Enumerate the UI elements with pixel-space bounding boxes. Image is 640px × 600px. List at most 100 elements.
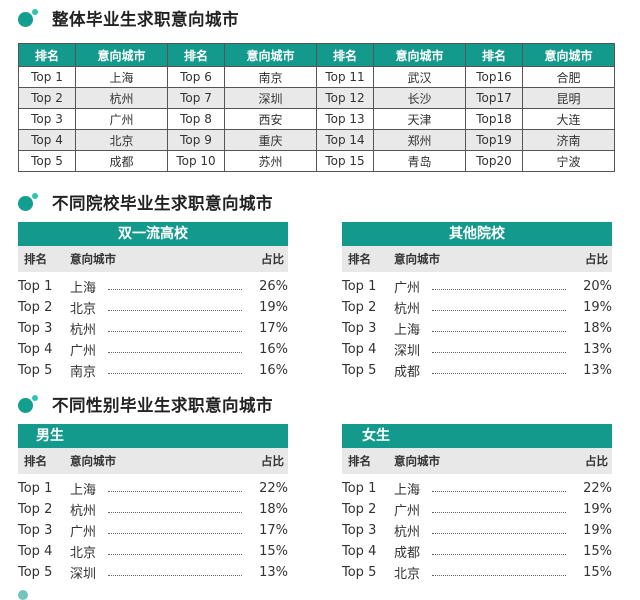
panel-title: 其他院校 [342, 222, 612, 246]
dotted-leader [432, 330, 566, 332]
table-cell: Top 11 [316, 66, 374, 88]
list-item: Top 3 杭州 19% [342, 520, 612, 541]
col-city: 意向城市 [70, 252, 116, 266]
table-row: Top 2 杭州 Top 7 深圳 Top 12 长沙 Top17 昆明 [18, 87, 615, 109]
rank: Top 3 [18, 321, 53, 336]
share: 18% [583, 321, 612, 336]
share: 19% [259, 300, 288, 315]
panel-title: 女生 [342, 424, 612, 448]
share: 15% [583, 565, 612, 580]
table-cell: Top16 [465, 66, 523, 88]
rank: Top 5 [18, 565, 53, 580]
city: 成都 [394, 365, 421, 380]
col-share: 占比 [261, 454, 284, 468]
table-row: Top 1 上海 Top 6 南京 Top 11 武汉 Top16 合肥 [18, 66, 615, 88]
city: 北京 [70, 546, 97, 561]
city: 上海 [70, 281, 97, 296]
table-cell: 大连 [522, 108, 615, 130]
table-cell: Top 2 [18, 87, 76, 109]
col-share: 占比 [261, 252, 284, 266]
table-row: Top 5 成都 Top 10 苏州 Top 15 青岛 Top20 宁波 [18, 150, 615, 172]
section-heading-school: 不同院校毕业生求职意向城市 [16, 190, 273, 214]
city: 上海 [394, 323, 421, 338]
table-cell: 重庆 [224, 129, 317, 151]
list-item: Top 2 杭州 18% [18, 499, 288, 520]
list-item: Top 2 北京 19% [18, 297, 288, 318]
rank: Top 1 [18, 481, 53, 496]
list-item: Top 1 上海 26% [18, 276, 288, 297]
panel-column-header: 排名 意向城市 占比 [342, 246, 612, 272]
section-title: 不同院校毕业生求职意向城市 [52, 194, 273, 213]
rank: Top 2 [342, 300, 377, 315]
list-item: Top 3 广州 17% [18, 520, 288, 541]
bullet-dot-icon [18, 590, 28, 600]
dotted-leader [108, 372, 242, 374]
header-rank: 排名 [18, 43, 76, 67]
city: 广州 [70, 525, 97, 540]
table-cell: 南京 [224, 66, 317, 88]
list-item: Top 4 成都 15% [342, 541, 612, 562]
col-rank: 排名 [24, 454, 47, 468]
rank: Top 4 [342, 544, 377, 559]
dotted-leader [108, 330, 242, 332]
rank: Top 4 [342, 342, 377, 357]
panel-male: 男生 排名 意向城市 占比 Top 1 上海 22% Top 2 杭州 18% Top … [18, 424, 288, 583]
share: 26% [259, 279, 288, 294]
list-item: Top 3 杭州 17% [18, 318, 288, 339]
table-cell: Top 8 [167, 108, 225, 130]
dotted-leader [108, 309, 242, 311]
panel-other-schools: 其他院校 排名 意向城市 占比 Top 1 广州 20% Top 2 杭州 19% To… [342, 222, 612, 381]
city: 北京 [70, 302, 97, 317]
rank: Top 5 [342, 363, 377, 378]
rank: Top 4 [18, 342, 53, 357]
section-heading-gender: 不同性别毕业生求职意向城市 [16, 392, 273, 416]
share: 18% [259, 502, 288, 517]
city: 广州 [70, 344, 97, 359]
city: 杭州 [394, 302, 421, 317]
city: 杭州 [70, 504, 97, 519]
table-cell: 北京 [75, 129, 168, 151]
dotted-leader [432, 490, 566, 492]
table-cell: 昆明 [522, 87, 615, 109]
table-cell: Top 6 [167, 66, 225, 88]
share: 15% [259, 544, 288, 559]
table-cell: Top18 [465, 108, 523, 130]
city: 深圳 [70, 567, 97, 582]
table-row: Top 4 北京 Top 9 重庆 Top 14 郑州 Top19 济南 [18, 129, 615, 151]
panel-double-first-class: 双一流高校 排名 意向城市 占比 Top 1 上海 26% Top 2 北京 19% T… [18, 222, 288, 381]
dotted-leader [432, 553, 566, 555]
rank: Top 2 [18, 502, 53, 517]
col-city: 意向城市 [394, 252, 440, 266]
table-cell: 宁波 [522, 150, 615, 172]
table-cell: Top 9 [167, 129, 225, 151]
city: 成都 [394, 546, 421, 561]
list-item: Top 5 北京 15% [342, 562, 612, 583]
dotted-leader [108, 532, 242, 534]
city: 北京 [394, 567, 421, 582]
rank: Top 2 [342, 502, 377, 517]
section-title: 整体毕业生求职意向城市 [52, 10, 239, 29]
share: 15% [583, 544, 612, 559]
share: 13% [583, 342, 612, 357]
col-rank: 排名 [348, 454, 371, 468]
city: 上海 [394, 483, 421, 498]
table-cell: 青岛 [373, 150, 466, 172]
panel-column-header: 排名 意向城市 占比 [18, 246, 288, 272]
table-cell: Top 4 [18, 129, 76, 151]
col-rank: 排名 [24, 252, 47, 266]
dotted-leader [432, 288, 566, 290]
list-item: Top 1 广州 20% [342, 276, 612, 297]
list-item: Top 5 南京 16% [18, 360, 288, 381]
share: 13% [583, 363, 612, 378]
share: 20% [583, 279, 612, 294]
header-rank: 排名 [465, 43, 523, 67]
share: 22% [259, 481, 288, 496]
share: 22% [583, 481, 612, 496]
panel-title: 双一流高校 [18, 222, 288, 246]
table-cell: Top19 [465, 129, 523, 151]
dotted-leader [108, 511, 242, 513]
header-city: 意向城市 [522, 43, 615, 67]
col-rank: 排名 [348, 252, 371, 266]
table-cell: 西安 [224, 108, 317, 130]
rank: Top 3 [342, 523, 377, 538]
